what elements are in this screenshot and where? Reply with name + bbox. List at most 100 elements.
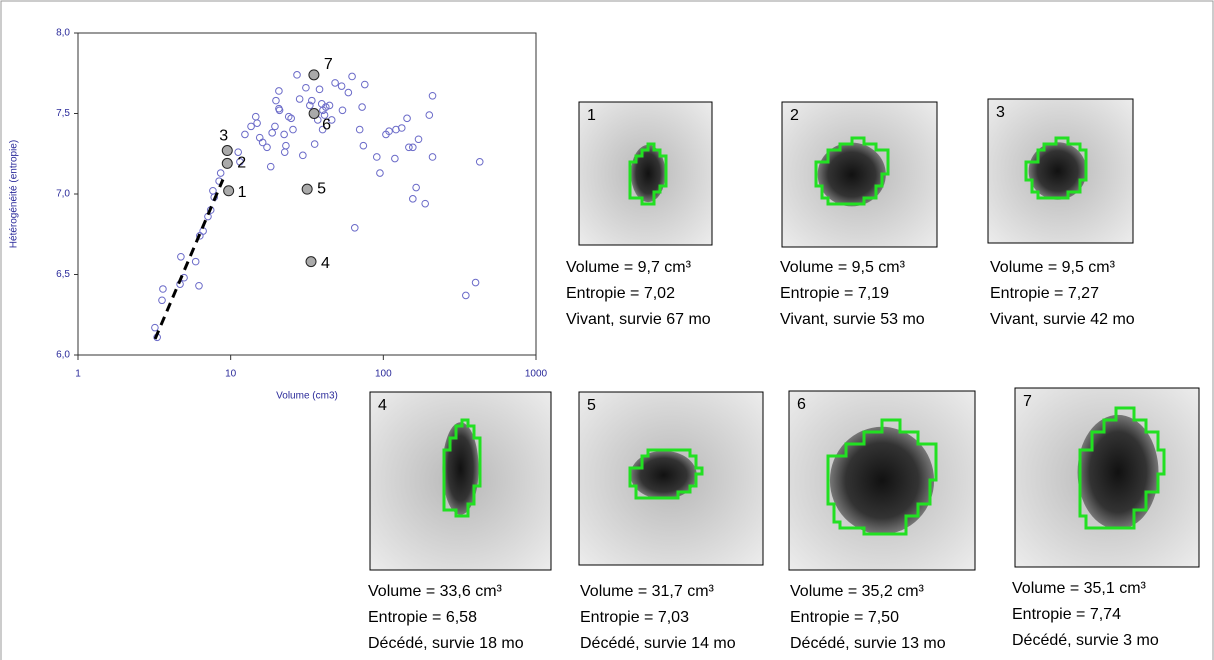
point xyxy=(251,112,260,121)
point xyxy=(409,195,417,203)
y-tick-label: 7,5 xyxy=(56,108,70,119)
point xyxy=(308,96,316,105)
point xyxy=(310,140,319,148)
lesion xyxy=(630,450,697,500)
contour xyxy=(628,142,668,206)
panel: 6 Volume = 35,2 cm³ Entropie = 7,50 Décédé,… xyxy=(788,390,976,652)
panel-caption: Volume = 35,2 cm³ xyxy=(790,583,925,600)
point xyxy=(158,296,166,305)
point xyxy=(280,130,288,139)
panel-caption: Décédé, survie 3 mo xyxy=(1012,632,1159,649)
y-tick-label: 7,0 xyxy=(56,189,70,200)
panel-caption: Entropie = 7,19 xyxy=(780,285,889,302)
x-tick-label: 10 xyxy=(225,369,237,380)
point xyxy=(272,96,280,105)
point xyxy=(425,111,434,119)
panel-caption: Entropie = 7,02 xyxy=(566,285,675,302)
point xyxy=(414,135,423,144)
panel-caption: Volume = 33,6 cm³ xyxy=(368,583,503,600)
y-tick-label: 6,0 xyxy=(56,350,70,361)
point xyxy=(253,119,261,127)
panel-caption: Volume = 9,5 cm³ xyxy=(780,259,906,276)
highlighted-point xyxy=(308,108,320,119)
point xyxy=(255,133,264,142)
point xyxy=(412,183,420,192)
point xyxy=(475,158,484,166)
highlighted-point xyxy=(301,183,313,195)
point-label: 2 xyxy=(237,155,246,172)
highlighted-point xyxy=(221,157,233,169)
point xyxy=(344,88,353,97)
point xyxy=(358,103,366,111)
point xyxy=(287,114,295,123)
lesion xyxy=(1028,142,1087,200)
point xyxy=(302,83,310,92)
contour xyxy=(1078,406,1166,530)
point xyxy=(348,72,356,81)
point xyxy=(289,125,297,134)
panel-caption: Vivant, survie 42 mo xyxy=(990,311,1135,328)
highlighted-point xyxy=(221,145,233,157)
x-tick-label: 1000 xyxy=(525,369,548,380)
point xyxy=(159,285,167,293)
panel-number: 7 xyxy=(1023,393,1032,410)
point-label: 1 xyxy=(238,184,247,201)
panel-number: 2 xyxy=(790,107,799,124)
point xyxy=(258,138,267,147)
highlighted-point xyxy=(305,256,317,268)
point xyxy=(241,130,249,139)
y-tick-label: 6,5 xyxy=(56,269,70,280)
point xyxy=(421,199,429,208)
panel-number: 4 xyxy=(378,397,387,414)
panel-caption: Entropie = 7,03 xyxy=(580,609,689,626)
point xyxy=(271,122,279,131)
point xyxy=(195,281,203,290)
point xyxy=(151,323,159,332)
panel-caption: Décédé, survie 13 mo xyxy=(790,635,946,652)
point xyxy=(462,291,470,300)
point xyxy=(318,125,327,134)
x-axis-label: Volume (cm3) xyxy=(276,391,338,402)
point xyxy=(295,95,304,103)
point xyxy=(428,153,437,161)
point xyxy=(236,158,244,166)
panel-caption: Décédé, survie 18 mo xyxy=(368,635,524,652)
panel-caption: Vivant, survie 53 mo xyxy=(780,311,925,328)
panel-caption: Entropie = 7,50 xyxy=(790,609,899,626)
point-label: 6 xyxy=(322,117,331,134)
highlighted-point xyxy=(223,185,235,197)
point xyxy=(338,106,347,115)
contour xyxy=(442,418,482,518)
point xyxy=(282,141,290,150)
lesion xyxy=(829,426,935,535)
panel: 7 Volume = 35,1 cm³ Entropie = 7,74 Décédé,… xyxy=(1012,387,1200,649)
contour xyxy=(628,448,704,500)
point xyxy=(403,114,411,123)
point xyxy=(391,154,399,163)
point xyxy=(209,186,217,195)
point xyxy=(405,143,413,152)
point xyxy=(177,252,185,261)
point xyxy=(331,79,339,87)
panel-caption: Volume = 9,7 cm³ xyxy=(566,259,692,276)
panel-caption: Volume = 9,5 cm³ xyxy=(990,259,1116,276)
y-tick-label: 8,0 xyxy=(56,28,70,39)
point xyxy=(263,143,271,152)
point xyxy=(359,141,368,150)
panel-number: 1 xyxy=(587,107,596,124)
point xyxy=(350,224,359,232)
panel-caption: Décédé, survie 14 mo xyxy=(580,635,736,652)
point xyxy=(315,85,324,94)
point xyxy=(385,127,393,136)
point xyxy=(320,111,329,119)
point xyxy=(360,80,369,89)
lesion xyxy=(630,144,666,203)
point xyxy=(268,129,276,137)
point xyxy=(327,116,336,124)
panel: 4 Volume = 33,6 cm³ Entropie = 6,58 Décédé,… xyxy=(368,391,552,652)
point-label: 4 xyxy=(321,255,330,272)
panel-caption: Vivant, survie 67 mo xyxy=(566,311,711,328)
panel-caption: Entropie = 7,27 xyxy=(990,285,1099,302)
